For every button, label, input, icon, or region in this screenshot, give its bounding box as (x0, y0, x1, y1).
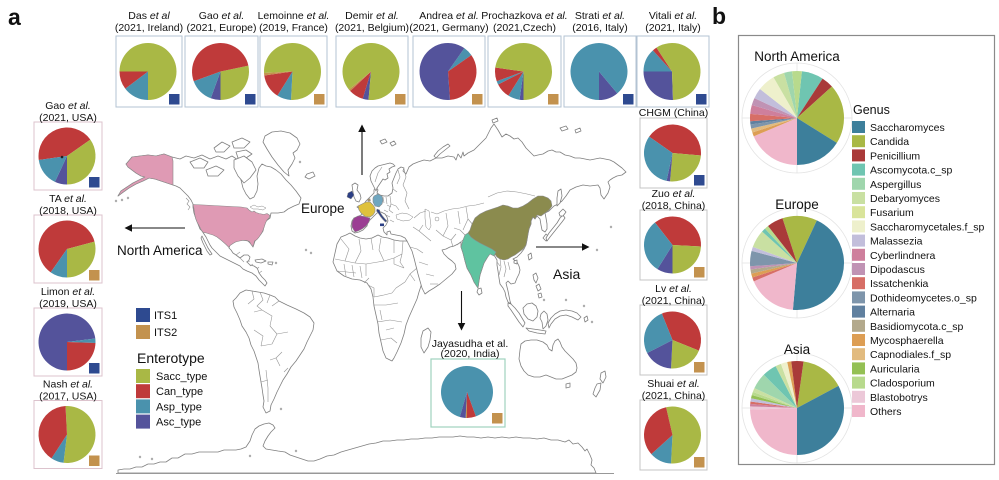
svg-text:(2021, Germany): (2021, Germany) (409, 22, 488, 34)
svg-text:Mycosphaerella: Mycosphaerella (870, 335, 944, 347)
svg-text:Candida: Candida (870, 136, 909, 148)
svg-text:a: a (8, 4, 21, 30)
svg-text:(2021, Europe): (2021, Europe) (186, 22, 256, 34)
svg-text:Penicillium: Penicillium (870, 150, 920, 162)
svg-text:Nash et al.: Nash et al. (43, 379, 93, 391)
svg-text:Jayasudha et al.: Jayasudha et al. (432, 338, 508, 350)
svg-text:Andrea et al.: Andrea et al. (419, 10, 479, 22)
svg-text:(2021, Ireland): (2021, Ireland) (115, 22, 183, 34)
svg-text:Capnodiales.f_sp: Capnodiales.f_sp (870, 349, 951, 361)
svg-text:Dipodascus: Dipodascus (870, 264, 925, 276)
svg-text:Others: Others (870, 406, 902, 418)
svg-text:North America: North America (117, 243, 203, 258)
svg-text:Asia: Asia (553, 266, 580, 282)
svg-text:Debaryomyces: Debaryomyces (870, 193, 940, 205)
svg-text:(2021,Czech): (2021,Czech) (493, 22, 556, 34)
svg-text:Limon et al.: Limon et al. (41, 286, 95, 298)
svg-text:Malassezia: Malassezia (870, 236, 923, 248)
svg-text:Gao et al.: Gao et al. (199, 10, 245, 22)
svg-text:Dothideomycetes.o_sp: Dothideomycetes.o_sp (870, 292, 977, 304)
svg-text:(2021, Italy): (2021, Italy) (645, 22, 700, 34)
svg-text:Europe: Europe (301, 201, 345, 216)
svg-text:Aspergillus: Aspergillus (870, 179, 921, 191)
svg-text:Vitali et al.: Vitali et al. (649, 10, 697, 22)
svg-text:(2021, China): (2021, China) (642, 390, 706, 402)
svg-text:Enterotype: Enterotype (137, 350, 205, 366)
svg-text:Strati et al.: Strati et al. (575, 10, 625, 22)
svg-text:(2019, USA): (2019, USA) (39, 298, 97, 310)
svg-text:Lemoinne et al.: Lemoinne et al. (258, 10, 330, 22)
svg-text:Saccharomycetales.f_sp: Saccharomycetales.f_sp (870, 221, 985, 233)
svg-text:(2018, USA): (2018, USA) (39, 205, 97, 217)
svg-text:Basidiomycota.c_sp: Basidiomycota.c_sp (870, 321, 964, 333)
svg-text:ITS1: ITS1 (154, 310, 177, 322)
svg-text:Demir et al.: Demir et al. (345, 10, 399, 22)
svg-text:Asia: Asia (784, 342, 811, 357)
svg-text:(2017, USA): (2017, USA) (39, 391, 97, 403)
svg-text:(2021, USA): (2021, USA) (39, 112, 97, 124)
svg-text:(2018, China): (2018, China) (642, 200, 706, 212)
svg-text:Genus: Genus (853, 103, 890, 117)
svg-text:Issatchenkia: Issatchenkia (870, 278, 929, 290)
svg-text:TA et al.: TA et al. (49, 193, 87, 205)
svg-text:Europe: Europe (775, 197, 819, 212)
svg-text:(2019, France): (2019, France) (259, 22, 328, 34)
svg-text:Fusarium: Fusarium (870, 207, 914, 219)
svg-text:Das et al: Das et al (128, 10, 170, 22)
svg-text:CHGM (China): CHGM (China) (639, 107, 708, 119)
svg-text:(2021, China): (2021, China) (642, 295, 706, 307)
svg-text:Cyberlindnera: Cyberlindnera (870, 250, 936, 262)
svg-text:(2016, Italy): (2016, Italy) (572, 22, 627, 34)
svg-text:Asc_type: Asc_type (156, 417, 201, 429)
svg-text:Cladosporium: Cladosporium (870, 378, 935, 390)
svg-text:Shuai et al.: Shuai et al. (647, 378, 700, 390)
svg-text:North America: North America (754, 49, 840, 64)
svg-text:(2020, India): (2020, India) (441, 348, 500, 360)
svg-text:Prochazkova et al.: Prochazkova et al. (481, 10, 567, 22)
svg-text:Can_type: Can_type (156, 386, 203, 398)
svg-text:Auricularia: Auricularia (870, 363, 920, 375)
svg-text:Lv et al.: Lv et al. (655, 283, 692, 295)
svg-text:Blastobotrys: Blastobotrys (870, 392, 928, 404)
svg-text:b: b (712, 3, 726, 29)
svg-text:Gao et al.: Gao et al. (45, 100, 91, 112)
svg-text:Sacc_type: Sacc_type (156, 371, 207, 383)
svg-text:Asp_type: Asp_type (156, 401, 202, 413)
svg-text:Ascomycota.c_sp: Ascomycota.c_sp (870, 165, 952, 177)
svg-text:Zuo et al.: Zuo et al. (652, 188, 696, 200)
svg-text:ITS2: ITS2 (154, 327, 177, 339)
svg-text:(2021, Belgium): (2021, Belgium) (335, 22, 409, 34)
svg-text:Saccharomyces: Saccharomyces (870, 122, 945, 134)
svg-text:Alternaria: Alternaria (870, 307, 915, 319)
